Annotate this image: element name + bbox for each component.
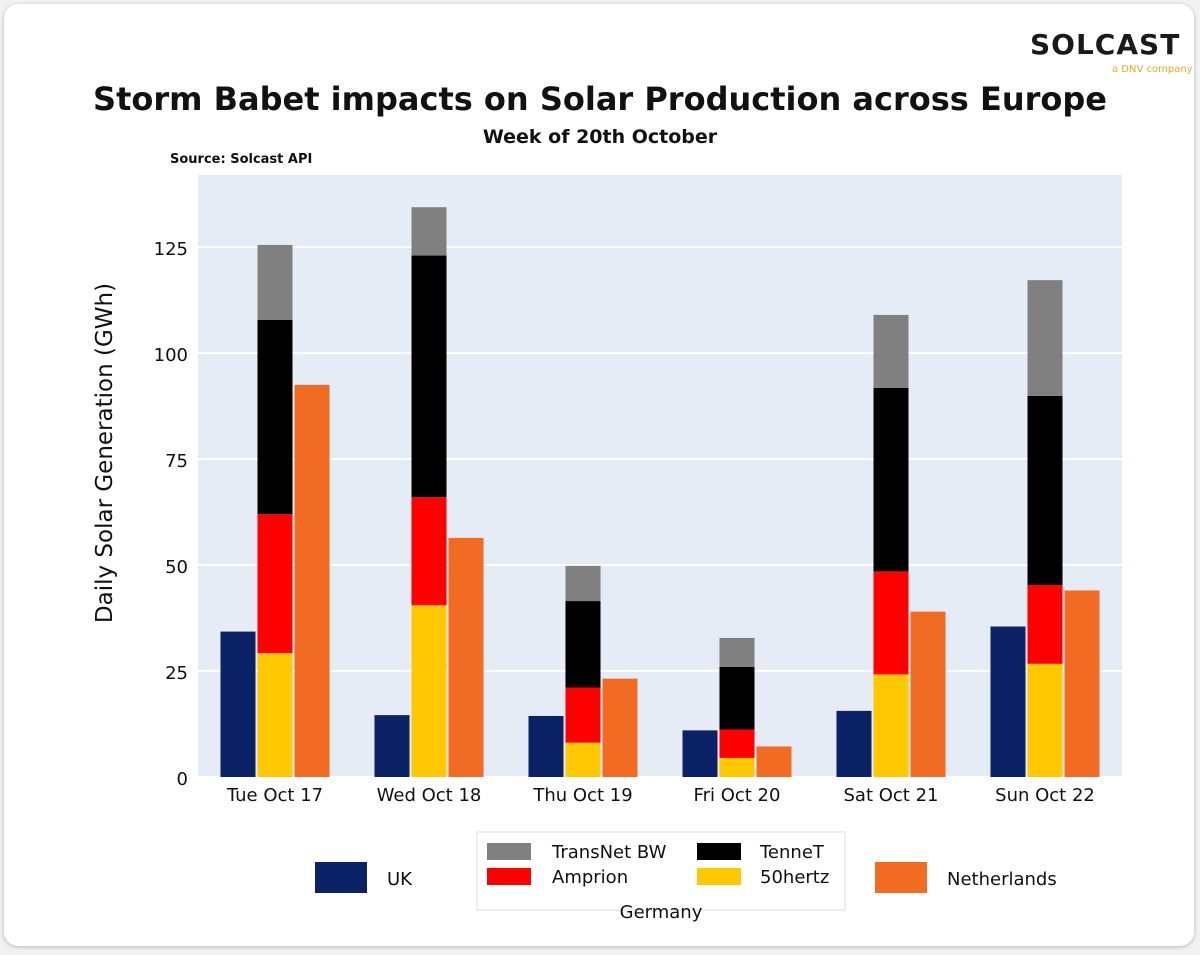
bar-tennet [719, 666, 755, 730]
legend-tennet-label: TenneT [759, 842, 825, 863]
legend-netherlands-swatch [875, 862, 927, 893]
bar-uk [990, 626, 1026, 777]
x-tick-label: Wed Oct 18 [377, 785, 482, 806]
bar-amprion [565, 687, 601, 743]
bar-50hertz [565, 742, 601, 777]
bar-netherlands [294, 384, 330, 777]
logo-tagline: a DNV company [1112, 64, 1193, 75]
bar-50hertz [719, 757, 755, 777]
plot-area [198, 175, 1122, 777]
bar-uk [682, 730, 718, 777]
y-tick-label: 25 [165, 663, 188, 684]
y-tick-label: 125 [154, 239, 188, 260]
x-tick-label: Tue Oct 17 [226, 785, 323, 806]
chart-subtitle: Week of 20th October [482, 126, 718, 148]
bar-amprion [1027, 584, 1063, 664]
bar-transnet-bw [719, 637, 755, 667]
bar-netherlands [756, 746, 792, 777]
bar-50hertz [257, 653, 293, 777]
legend-50hertz-swatch [697, 868, 741, 885]
bar-netherlands [602, 678, 638, 777]
bar-uk [528, 715, 564, 777]
x-tick-label: Thu Oct 19 [532, 785, 632, 806]
legend-netherlands-label: Netherlands [947, 869, 1057, 890]
source-note: Source: Solcast API [170, 152, 313, 167]
bar-50hertz [411, 605, 447, 777]
bar-netherlands [448, 537, 484, 777]
bar-transnet-bw [873, 314, 909, 388]
legend-amprion-label: Amprion [552, 867, 628, 888]
legend-germany-box [476, 831, 846, 911]
bar-transnet-bw [411, 207, 447, 256]
y-tick-label: 0 [177, 769, 188, 790]
legend-uk-swatch [315, 862, 367, 893]
bar-uk [836, 710, 872, 777]
bar-amprion [257, 514, 293, 654]
bar-amprion [873, 571, 909, 675]
bar-uk [374, 715, 410, 777]
legend-amprion-swatch [487, 868, 531, 885]
bar-tennet [565, 601, 601, 688]
bar-transnet-bw [257, 244, 293, 320]
x-tick-label: Sun Oct 22 [995, 785, 1095, 806]
bar-tennet [873, 387, 909, 572]
bar-tennet [411, 255, 447, 498]
bar-tennet [1027, 395, 1063, 585]
legend-tennet-swatch [697, 843, 741, 860]
bar-amprion [719, 729, 755, 758]
bar-amprion [411, 497, 447, 606]
solcast-logo: SOLCAST [1030, 28, 1181, 61]
bar-transnet-bw [565, 565, 601, 602]
chart-title: Storm Babet impacts on Solar Production … [93, 80, 1107, 118]
bar-transnet-bw [1027, 280, 1063, 396]
bar-50hertz [873, 674, 909, 777]
bar-netherlands [1064, 590, 1100, 777]
bar-tennet [257, 319, 293, 515]
bar-uk [220, 631, 256, 777]
legend-50hertz-label: 50hertz [760, 867, 829, 888]
legend-group-title: Germany [620, 902, 703, 923]
y-tick-label: 50 [165, 557, 188, 578]
y-tick-label: 100 [154, 345, 188, 366]
bar-netherlands [910, 611, 946, 777]
legend-transnet-bw-label: TransNet BW [551, 842, 667, 863]
legend-uk-label: UK [387, 869, 413, 890]
y-tick-label: 75 [165, 451, 188, 472]
legend-transnet-bw-swatch [487, 843, 531, 860]
bar-50hertz [1027, 663, 1063, 777]
x-tick-label: Sat Oct 21 [844, 785, 939, 806]
x-tick-label: Fri Oct 20 [694, 785, 781, 806]
